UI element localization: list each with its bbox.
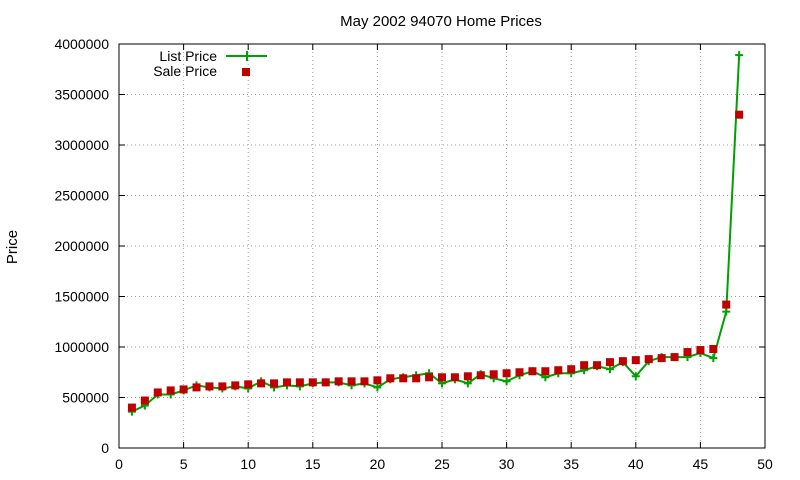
legend-marker-sale-price (242, 68, 250, 76)
data-point (631, 372, 640, 381)
data-point (373, 383, 382, 392)
data-point (127, 403, 136, 412)
data-point (360, 377, 369, 386)
data-point (192, 383, 201, 392)
data-point (412, 374, 421, 383)
data-point (347, 377, 356, 386)
data-point (205, 382, 214, 391)
data-point (179, 385, 188, 394)
y-tick-label: 3500000 (54, 87, 109, 103)
x-tick-label: 30 (499, 456, 515, 472)
data-point (541, 367, 550, 376)
data-point (373, 376, 382, 385)
data-point (257, 379, 266, 388)
data-point (631, 356, 640, 365)
data-point (244, 380, 253, 389)
x-tick-label: 15 (305, 456, 321, 472)
data-point (321, 378, 330, 387)
y-tick-label: 0 (101, 440, 109, 456)
data-point (476, 371, 485, 380)
legend-label-list-price: List Price (159, 48, 217, 64)
data-point (683, 348, 692, 357)
data-point (735, 110, 744, 119)
data-point (605, 365, 614, 374)
data-point (334, 377, 343, 386)
data-point (282, 378, 291, 387)
data-point (425, 373, 434, 382)
x-tick-label: 45 (693, 456, 709, 472)
data-point (270, 379, 279, 388)
legend-marker-list-price (242, 51, 252, 61)
data-point (308, 378, 317, 387)
data-point (502, 369, 511, 378)
data-point (450, 373, 459, 382)
data-point (696, 346, 705, 355)
data-point (735, 51, 744, 60)
data-point (554, 366, 563, 375)
y-tick-label: 500000 (62, 390, 109, 406)
x-tick-label: 0 (115, 456, 123, 472)
x-tick-label: 50 (757, 456, 773, 472)
data-point (515, 368, 524, 377)
data-point (295, 378, 304, 387)
axis-ticks: 0 5 10 15 20 25 30 35 40 45 50 0 500000 1000000 150000… (54, 36, 773, 472)
data-point (593, 361, 602, 370)
data-point (218, 382, 227, 391)
data-point (618, 357, 627, 366)
data-point (438, 373, 446, 382)
data-point (709, 345, 718, 354)
data-point (580, 361, 589, 370)
data-point (231, 381, 240, 390)
series (127, 51, 744, 416)
y-tick-label: 1000000 (54, 339, 109, 355)
data-point (605, 358, 614, 367)
data-point (722, 300, 731, 309)
series-sale-price (127, 110, 744, 412)
data-point (567, 365, 576, 374)
data-point (463, 372, 472, 381)
data-point (528, 367, 537, 376)
y-tick-label: 2000000 (54, 238, 109, 254)
x-tick-label: 10 (240, 456, 256, 472)
data-point (502, 377, 511, 386)
data-point (463, 379, 472, 388)
x-tick-label: 35 (563, 456, 579, 472)
x-tick-label: 20 (370, 456, 386, 472)
plot-frame (118, 43, 766, 449)
data-point (399, 374, 408, 383)
data-point (670, 353, 679, 362)
y-tick-label: 3000000 (54, 137, 109, 153)
data-point (386, 374, 395, 383)
data-point (153, 388, 162, 397)
y-tick-label: 4000000 (54, 36, 109, 52)
data-point (722, 307, 731, 316)
y-tick-label: 1500000 (54, 289, 109, 305)
chart-title: May 2002 94070 Home Prices (340, 13, 542, 30)
data-point (644, 355, 653, 364)
data-point (709, 354, 718, 363)
x-tick-label: 25 (434, 456, 450, 472)
y-tick-label: 2500000 (54, 188, 109, 204)
data-point (140, 396, 149, 405)
y-axis-label: Price (4, 230, 21, 264)
data-point (489, 370, 498, 379)
data-point (657, 354, 666, 363)
x-tick-label: 5 (180, 456, 188, 472)
legend: List Price Sale Price (153, 48, 267, 79)
data-point (166, 386, 175, 395)
x-tick-label: 40 (628, 456, 644, 472)
legend-label-sale-price: Sale Price (153, 63, 217, 79)
